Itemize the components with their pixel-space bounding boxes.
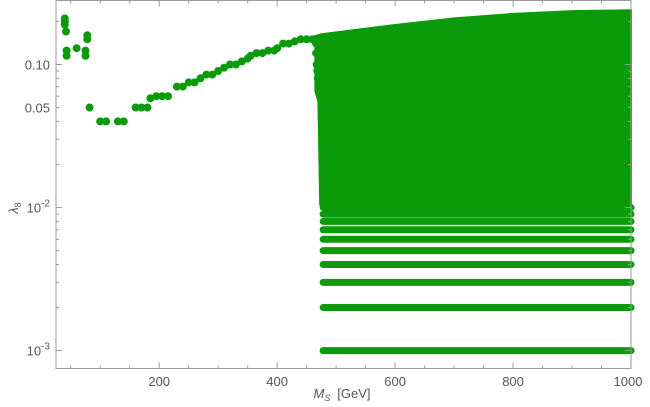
- data-point: [143, 103, 152, 112]
- data-point: [62, 51, 71, 60]
- data-point: [302, 35, 311, 44]
- data-point: [113, 117, 122, 126]
- x-tick-label: 800: [502, 374, 524, 389]
- x-axis-label-main: M: [313, 386, 324, 401]
- y-tick-label: 0.05: [25, 101, 50, 116]
- data-point: [313, 67, 322, 75]
- data-point: [214, 67, 223, 75]
- data-point: [231, 60, 240, 69]
- y-axis-label-sub: 8: [13, 202, 23, 207]
- data-point: [202, 70, 211, 79]
- data-point: [252, 49, 261, 58]
- data-point: [184, 78, 193, 87]
- data-point: [158, 92, 167, 101]
- data-point: [312, 60, 321, 69]
- data-point: [81, 51, 90, 60]
- data-point: [279, 39, 288, 48]
- data-point: [83, 35, 92, 44]
- data-point: [313, 74, 322, 83]
- data-point: [102, 117, 111, 126]
- data-point: [96, 117, 105, 126]
- data-point: [312, 39, 321, 48]
- x-axis-label: MS [GeV]: [313, 386, 370, 403]
- y-tick-label: 10-3: [27, 342, 51, 359]
- plot-marks: [60, 9, 635, 355]
- data-point: [296, 35, 305, 44]
- data-point: [208, 70, 217, 79]
- data-point: [264, 46, 273, 55]
- data-point: [137, 103, 146, 112]
- data-point: [164, 92, 173, 101]
- data-point: [119, 117, 128, 126]
- x-tick-label: 400: [266, 374, 288, 389]
- data-point: [172, 82, 181, 91]
- y-axis: 10-3 10-2 0.05 0.10: [25, 20, 631, 359]
- x-tick-label: 1000: [614, 374, 643, 389]
- y-tick-label: 10-2: [27, 199, 51, 216]
- plot-frame: [55, 0, 632, 369]
- x-axis-label-sub: S: [324, 393, 330, 403]
- data-point: [196, 74, 205, 83]
- data-point: [273, 44, 282, 53]
- data-point: [314, 82, 323, 91]
- data-point: [312, 49, 321, 58]
- x-axis-label-unit: [GeV]: [337, 386, 370, 401]
- data-point: [152, 92, 161, 101]
- x-tick-label: 600: [384, 374, 406, 389]
- data-point: [72, 44, 81, 53]
- data-point: [190, 78, 199, 87]
- y-axis-label: λ8: [6, 202, 23, 214]
- x-tick-label: 200: [148, 374, 170, 389]
- data-point: [131, 103, 140, 112]
- y-tick-label: 0.10: [25, 57, 50, 72]
- data-point: [60, 20, 69, 29]
- x-axis: 200 400 600 800 1000: [70, 0, 643, 389]
- data-point: [220, 63, 229, 72]
- data-point: [62, 27, 70, 36]
- dense-scatter-region: [314, 9, 632, 206]
- y-axis-label-main: λ: [6, 207, 21, 214]
- data-point: [85, 103, 94, 112]
- data-point: [226, 60, 234, 69]
- data-point: [178, 82, 187, 91]
